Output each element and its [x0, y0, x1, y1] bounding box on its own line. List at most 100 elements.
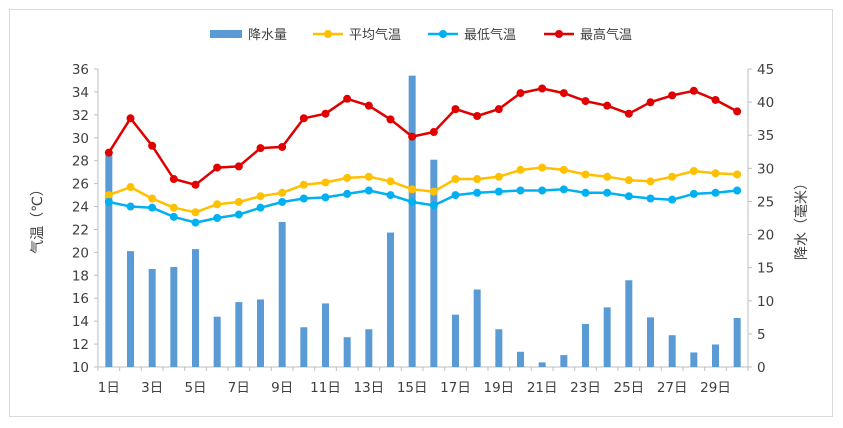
series-point-1 — [386, 191, 395, 200]
series-point-1 — [668, 195, 677, 204]
series-point-2 — [104, 148, 113, 157]
left-tick-label: 32 — [72, 108, 89, 124]
precip-bar — [712, 344, 719, 367]
right-tick-label: 45 — [757, 62, 774, 78]
series-point-2 — [451, 105, 460, 114]
legend-label: 最低气温 — [464, 27, 516, 43]
series-point-1 — [429, 201, 438, 210]
series-point-1 — [364, 186, 373, 195]
series-point-2 — [733, 107, 742, 116]
series-point-0 — [624, 176, 633, 185]
legend-label: 平均气温 — [349, 27, 401, 43]
series-line-0 — [108, 166, 738, 214]
precip-bar — [387, 232, 394, 367]
series-point-0 — [278, 188, 287, 197]
series-point-0 — [473, 175, 482, 184]
series-point-0 — [689, 167, 698, 176]
right-tick-label: 25 — [757, 194, 774, 210]
series-point-2 — [191, 180, 200, 189]
series-point-0 — [104, 191, 113, 200]
series-point-0 — [256, 192, 265, 201]
series-point-2 — [473, 111, 482, 120]
left-axis-title: 气温（℃） — [30, 182, 46, 254]
left-tick-label: 12 — [72, 337, 89, 353]
left-tick-label: 26 — [72, 177, 89, 193]
legend-swatch-marker — [324, 30, 332, 38]
series-point-2 — [126, 114, 135, 123]
series-point-1 — [408, 197, 417, 206]
left-tick-label: 34 — [72, 85, 89, 101]
x-tick-label: 17日 — [440, 380, 471, 396]
series-point-0 — [191, 208, 200, 217]
series-point-1 — [213, 214, 222, 222]
x-tick-label: 27日 — [657, 380, 688, 396]
series-point-1 — [451, 191, 460, 200]
precip-bar — [495, 329, 503, 367]
right-axis-title: 降水（毫米） — [793, 176, 810, 260]
series-point-2 — [408, 132, 417, 141]
right-tick-label: 10 — [757, 294, 774, 310]
precip-bar — [582, 323, 589, 367]
precip-bar — [603, 307, 611, 367]
left-tick-label: 22 — [72, 222, 89, 238]
series-point-2 — [169, 175, 178, 184]
series-point-2 — [581, 97, 590, 106]
series-point-0 — [364, 172, 373, 181]
x-tick-label: 23日 — [570, 380, 601, 396]
series-point-1 — [148, 203, 157, 212]
left-tick-label: 14 — [72, 314, 89, 330]
series-point-2 — [646, 98, 655, 107]
series-point-2 — [559, 89, 568, 98]
precip-bar — [668, 335, 676, 367]
series-point-2 — [256, 144, 265, 153]
precip-bar — [647, 317, 654, 367]
series-point-0 — [213, 200, 222, 209]
right-tick-label: 40 — [757, 95, 774, 111]
left-tick-label: 30 — [72, 131, 89, 147]
series-point-0 — [321, 178, 330, 187]
x-tick-label: 3日 — [141, 380, 163, 396]
precip-bar — [278, 221, 286, 367]
series-point-2 — [603, 101, 612, 110]
series-point-1 — [494, 187, 503, 196]
series-point-1 — [169, 212, 178, 221]
series-point-2 — [711, 95, 720, 104]
series-point-0 — [494, 172, 503, 181]
series-point-1 — [104, 197, 113, 206]
series-point-2 — [234, 162, 243, 171]
series-point-1 — [299, 194, 308, 203]
series-point-0 — [299, 180, 308, 189]
series-point-2 — [321, 109, 330, 118]
x-tick-label: 7日 — [228, 380, 250, 396]
series-point-0 — [343, 173, 352, 182]
x-tick-label: 13日 — [353, 380, 384, 396]
x-tick-label: 15日 — [397, 380, 428, 396]
series-point-0 — [234, 197, 243, 206]
series-point-0 — [581, 170, 590, 179]
x-tick-label: 19日 — [483, 380, 514, 396]
right-tick-label: 15 — [757, 261, 774, 277]
precip-bar — [560, 355, 568, 367]
precip-bar — [473, 289, 481, 367]
precip-bar — [148, 268, 156, 367]
series-point-2 — [494, 105, 503, 114]
legend-swatch-marker — [555, 30, 563, 38]
precip-bar — [300, 327, 308, 367]
series-line-2 — [107, 87, 738, 187]
series-point-2 — [148, 141, 157, 150]
series-point-2 — [668, 91, 677, 100]
series-point-2 — [624, 109, 633, 118]
series-point-0 — [668, 172, 677, 181]
series-point-0 — [386, 177, 395, 186]
legend-label: 最高气温 — [580, 27, 632, 43]
left-tick-label: 24 — [72, 200, 89, 216]
series-point-0 — [516, 165, 525, 174]
precip-bar — [365, 329, 373, 367]
right-tick-label: 30 — [757, 161, 774, 177]
right-tick-label: 0 — [757, 360, 766, 376]
series-point-0 — [169, 203, 178, 212]
series-point-0 — [603, 172, 612, 181]
series-point-1 — [624, 192, 633, 201]
series-point-1 — [711, 188, 720, 197]
